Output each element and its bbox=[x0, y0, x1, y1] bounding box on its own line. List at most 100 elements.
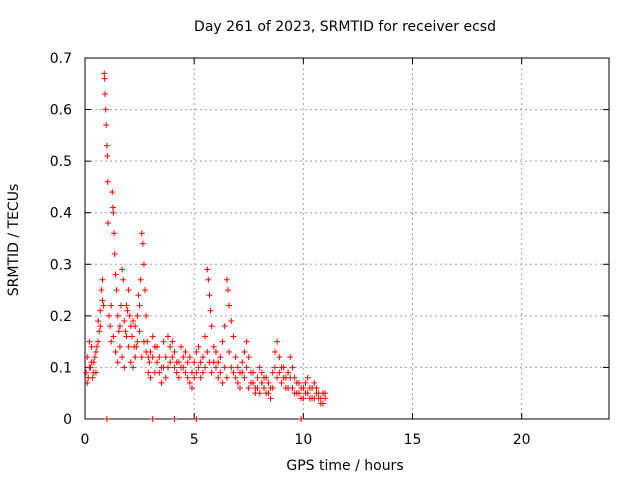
data-point bbox=[267, 395, 274, 402]
data-point bbox=[138, 230, 145, 237]
data-point bbox=[241, 374, 248, 381]
data-point bbox=[146, 359, 153, 366]
x-tick-label: 10 bbox=[294, 432, 312, 448]
data-point bbox=[298, 385, 305, 392]
data-point bbox=[95, 338, 102, 345]
data-point bbox=[225, 287, 232, 294]
data-point bbox=[132, 354, 139, 361]
data-point bbox=[133, 343, 140, 350]
data-point bbox=[156, 354, 163, 361]
data-point bbox=[197, 359, 204, 366]
data-point bbox=[164, 364, 171, 371]
data-point bbox=[311, 395, 318, 402]
data-point bbox=[207, 307, 214, 314]
data-point bbox=[154, 343, 161, 350]
data-point bbox=[254, 385, 261, 392]
data-point bbox=[322, 390, 329, 397]
data-point bbox=[130, 318, 137, 325]
data-point bbox=[123, 333, 130, 340]
data-point bbox=[173, 359, 180, 366]
data-point bbox=[319, 400, 326, 407]
data-point bbox=[140, 338, 147, 345]
data-point bbox=[100, 302, 107, 309]
data-point bbox=[180, 354, 187, 361]
data-point bbox=[213, 348, 219, 355]
data-point bbox=[219, 338, 226, 345]
y-tick-label: 0.5 bbox=[50, 154, 72, 170]
data-point bbox=[124, 307, 131, 314]
data-point bbox=[149, 333, 156, 340]
data-point bbox=[102, 91, 109, 98]
data-point bbox=[261, 385, 268, 392]
data-point bbox=[202, 364, 209, 371]
data-point bbox=[254, 374, 261, 381]
y-tick-label: 0.6 bbox=[50, 103, 72, 119]
data-point bbox=[154, 359, 161, 366]
data-point bbox=[134, 312, 141, 319]
data-point bbox=[171, 364, 178, 371]
data-point bbox=[105, 220, 112, 227]
data-point bbox=[145, 369, 152, 376]
data-point bbox=[103, 122, 110, 129]
data-point bbox=[109, 189, 116, 196]
data-point bbox=[234, 364, 241, 371]
data-point bbox=[121, 364, 128, 371]
data-point bbox=[276, 369, 283, 376]
data-point bbox=[125, 343, 132, 350]
data-point bbox=[199, 354, 206, 361]
data-point bbox=[171, 416, 178, 422]
data-point bbox=[208, 369, 215, 376]
data-point bbox=[116, 323, 123, 330]
data-point bbox=[226, 348, 233, 355]
data-point bbox=[304, 374, 311, 381]
data-point bbox=[101, 75, 108, 82]
data-point bbox=[139, 240, 146, 247]
axes bbox=[84, 57, 610, 420]
data-point bbox=[135, 292, 142, 299]
data-point bbox=[162, 374, 169, 381]
data-point bbox=[90, 369, 97, 376]
data-point bbox=[184, 374, 191, 381]
data-point bbox=[99, 276, 106, 283]
data-point bbox=[261, 374, 268, 381]
data-point bbox=[160, 338, 167, 345]
data-point bbox=[287, 374, 294, 381]
data-point bbox=[169, 338, 176, 345]
data-point bbox=[269, 369, 276, 376]
data-point bbox=[317, 395, 324, 402]
data-point bbox=[199, 369, 206, 376]
data-point bbox=[178, 343, 185, 350]
data-point bbox=[107, 323, 114, 330]
data-point bbox=[86, 364, 93, 371]
data-point bbox=[119, 354, 126, 361]
data-point bbox=[109, 204, 116, 211]
data-point bbox=[269, 385, 276, 392]
data-point bbox=[313, 385, 320, 392]
data-point bbox=[134, 338, 141, 345]
data-point bbox=[191, 359, 198, 366]
data-point bbox=[111, 250, 118, 257]
y-tick-label: 0.1 bbox=[50, 360, 72, 376]
data-point bbox=[121, 318, 128, 325]
data-point bbox=[102, 106, 109, 113]
x-axis-label: GPS time / hours bbox=[286, 458, 403, 474]
data-point bbox=[245, 354, 252, 361]
data-point bbox=[158, 364, 165, 371]
plot-frame bbox=[84, 57, 610, 420]
data-point bbox=[143, 312, 150, 319]
data-point bbox=[112, 271, 119, 278]
data-point bbox=[125, 287, 132, 294]
data-point bbox=[106, 312, 113, 319]
data-point bbox=[120, 276, 127, 283]
data-point bbox=[136, 328, 143, 335]
data-point bbox=[226, 302, 233, 309]
data-point bbox=[149, 354, 156, 361]
data-point bbox=[293, 390, 300, 397]
data-point bbox=[91, 354, 98, 361]
data-point bbox=[97, 323, 104, 330]
data-point bbox=[84, 354, 91, 361]
data-point bbox=[167, 343, 174, 350]
data-point bbox=[83, 369, 90, 376]
data-point bbox=[289, 364, 296, 371]
data-point bbox=[232, 374, 239, 381]
